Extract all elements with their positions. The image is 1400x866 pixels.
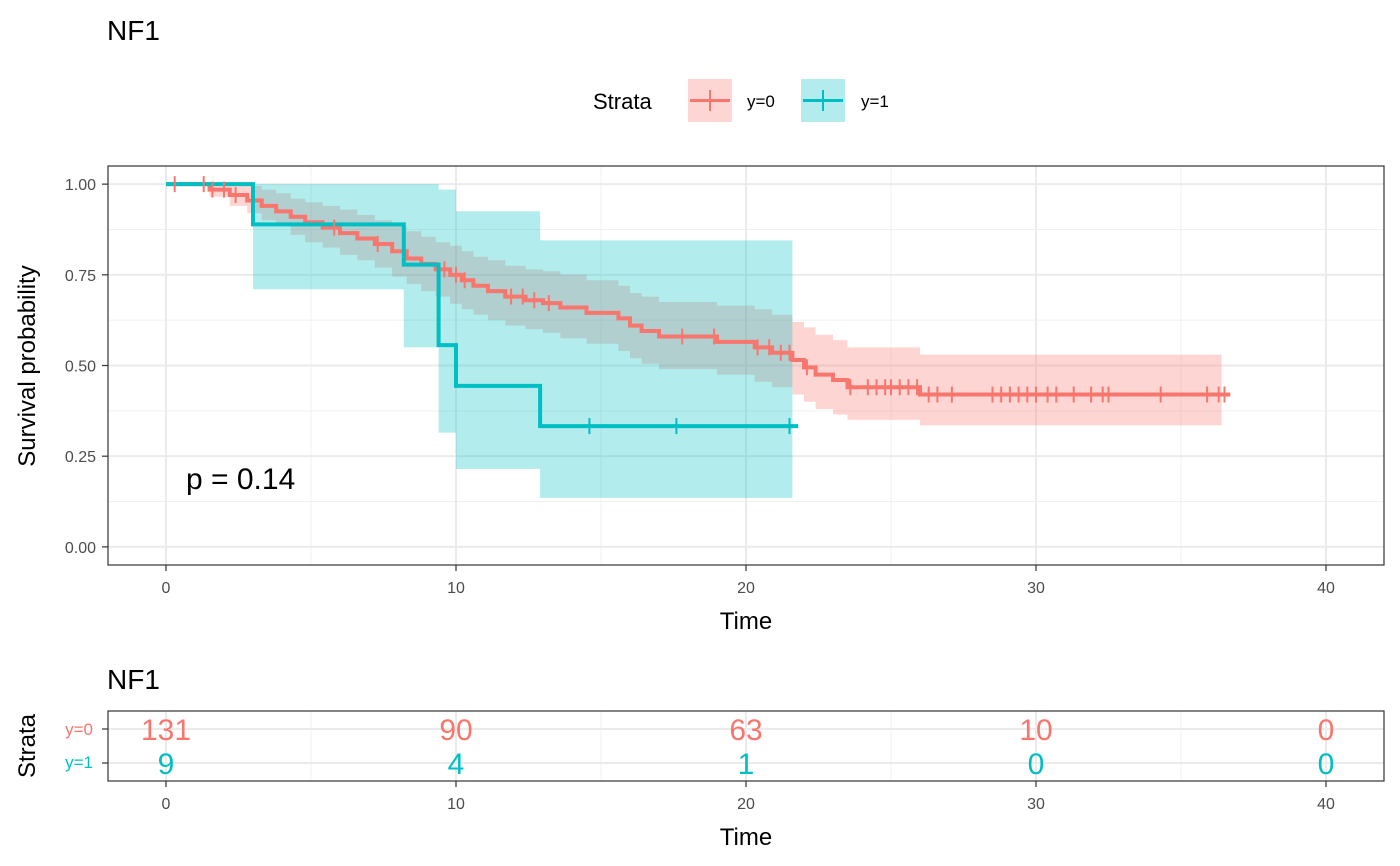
km-y-tick-label: 0.00 bbox=[65, 540, 96, 557]
risk-row-label-y1: y=1 bbox=[65, 753, 93, 772]
risk-count-y0: 131 bbox=[141, 714, 191, 747]
rt-x-tick-label: 10 bbox=[447, 796, 465, 813]
risk-count-y1: 9 bbox=[158, 748, 175, 781]
risk-count-y1: 0 bbox=[1318, 748, 1335, 781]
km-grid bbox=[108, 166, 1384, 565]
km-confidence-bands bbox=[166, 184, 1222, 498]
legend-key-y0 bbox=[688, 79, 732, 122]
p-value-annotation: p = 0.14 bbox=[186, 463, 295, 496]
km-plot-panel bbox=[107, 165, 1385, 566]
legend-key-y1 bbox=[801, 79, 845, 122]
km-x-tick-label: 30 bbox=[1027, 580, 1045, 597]
rt-x-tick-label: 0 bbox=[162, 796, 171, 813]
risk-table-grid bbox=[108, 711, 1384, 781]
km-y-axis-label: Survival probability bbox=[14, 265, 41, 466]
risk-table-cells: 131 90 63 10 09 4 1 0 0 bbox=[141, 714, 1334, 781]
km-x-tick-label: 20 bbox=[737, 580, 755, 597]
km-censor-marks bbox=[173, 176, 1226, 435]
legend-label-y0: y=0 bbox=[747, 92, 775, 111]
risk-table-panel: 131 90 63 10 09 4 1 0 0 bbox=[107, 710, 1385, 782]
legend-label-y1: y=1 bbox=[861, 92, 889, 111]
risk-table-y-axis: y=0 y=1 bbox=[65, 720, 108, 772]
km-y-axis: 0.00 0.25 0.50 0.75 1.00 bbox=[65, 177, 108, 557]
risk-count-y0: 90 bbox=[439, 714, 472, 747]
survival-curve-y1 bbox=[166, 182, 799, 429]
risk-table-y-axis-label: Strata bbox=[14, 713, 41, 778]
risk-count-y1: 1 bbox=[738, 748, 755, 781]
legend: Strata y=0 y=1 bbox=[593, 79, 889, 122]
rt-x-tick-label: 30 bbox=[1027, 796, 1045, 813]
km-y-tick-label: 0.75 bbox=[65, 268, 96, 285]
km-x-axis: 0 10 20 30 40 bbox=[162, 565, 1335, 597]
rt-x-tick-label: 20 bbox=[737, 796, 755, 813]
survival-curve-y0 bbox=[166, 182, 1231, 397]
rt-x-tick-label: 40 bbox=[1317, 796, 1335, 813]
risk-row-label-y0: y=0 bbox=[65, 720, 93, 739]
risk-table-x-axis-label: Time bbox=[720, 824, 772, 851]
ci-band-y1 bbox=[166, 184, 793, 498]
risk-count-y1: 4 bbox=[448, 748, 465, 781]
km-survival-curves bbox=[166, 182, 1231, 429]
risk-count-y0: 63 bbox=[729, 714, 762, 747]
legend-title: Strata bbox=[593, 89, 652, 114]
km-x-tick-label: 0 bbox=[162, 580, 171, 597]
risk-table-x-axis: 0 10 20 30 40 bbox=[162, 781, 1335, 813]
km-x-tick-label: 10 bbox=[447, 580, 465, 597]
risk-count-y0: 10 bbox=[1019, 714, 1052, 747]
km-x-tick-label: 40 bbox=[1317, 580, 1335, 597]
km-y-tick-label: 0.50 bbox=[65, 359, 96, 376]
risk-count-y0: 0 bbox=[1318, 714, 1335, 747]
km-y-tick-label: 0.25 bbox=[65, 449, 96, 466]
risk-table-title: NF1 bbox=[107, 664, 160, 695]
ci-band-y0 bbox=[166, 184, 1222, 426]
risk-count-y1: 0 bbox=[1028, 748, 1045, 781]
km-x-axis-label: Time bbox=[720, 608, 772, 635]
km-plot-title: NF1 bbox=[107, 15, 160, 46]
km-y-tick-label: 1.00 bbox=[65, 177, 96, 194]
